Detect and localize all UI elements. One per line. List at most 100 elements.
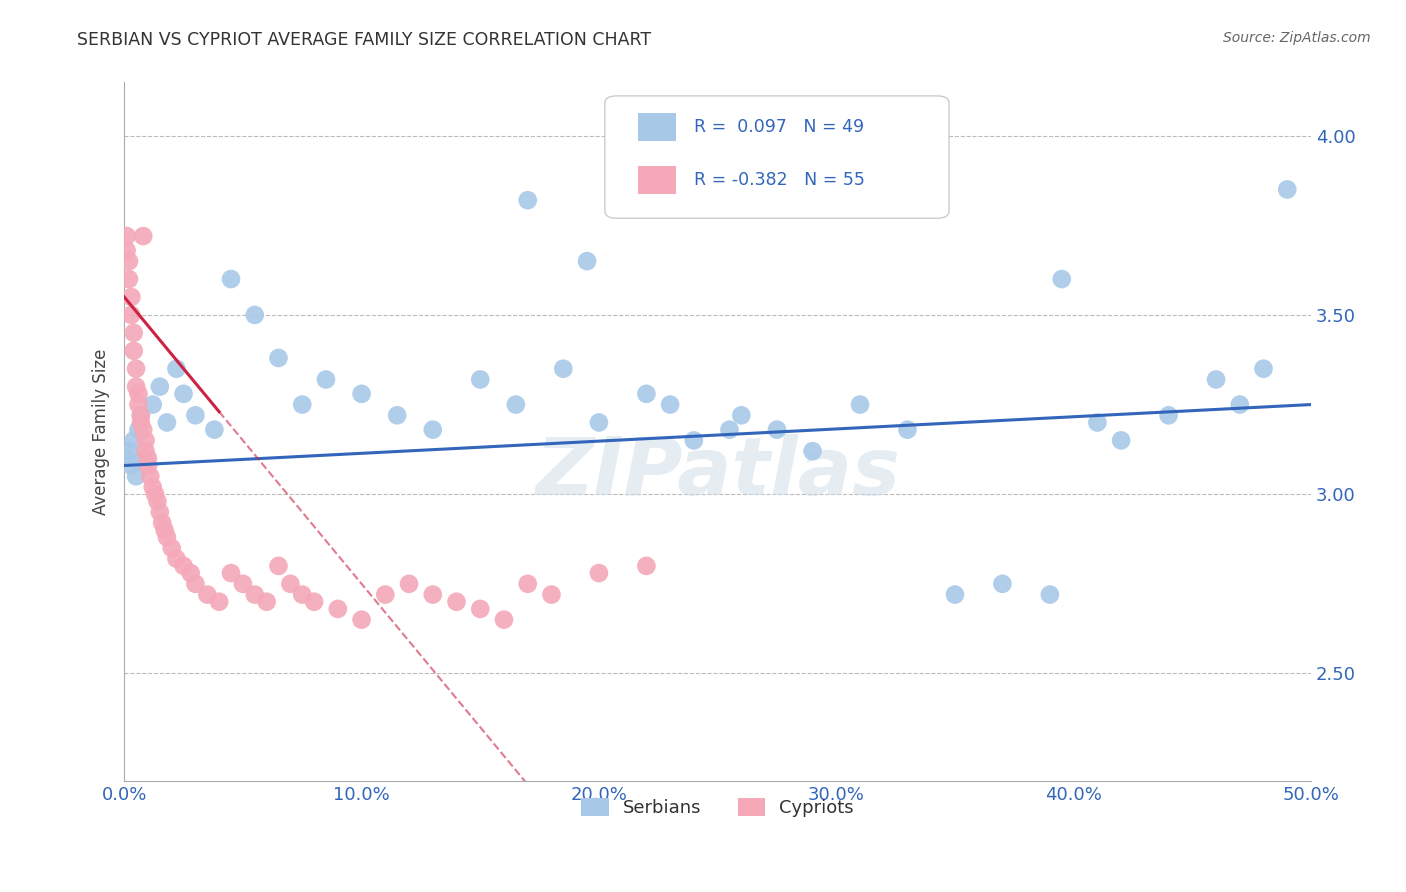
Point [132,451,155,466]
Point [256,595,278,609]
Point [422,588,444,602]
FancyBboxPatch shape [605,95,949,219]
Point [125,379,148,393]
Point [801,444,824,458]
Point [588,416,610,430]
Point [730,409,752,423]
Point [153,523,176,537]
Point [146,494,169,508]
Point [118,254,141,268]
Legend: Serbians, Cypriots: Serbians, Cypriots [574,790,860,824]
Text: R =  0.097   N = 49: R = 0.097 N = 49 [695,119,865,136]
Point [132,423,155,437]
Point [315,372,337,386]
Point [135,444,157,458]
Point [129,409,152,423]
Point [1085,416,1108,430]
Point [156,530,179,544]
Point [505,398,527,412]
Bar [638,166,676,194]
Point [576,254,599,268]
Text: R = -0.382   N = 55: R = -0.382 N = 55 [695,170,865,189]
Point [173,558,195,573]
Point [280,577,302,591]
Point [125,361,148,376]
Point [129,416,152,430]
Point [184,577,207,591]
Point [195,588,218,602]
Point [470,602,492,616]
Point [446,595,468,609]
Point [291,398,314,412]
Point [115,229,138,244]
Point [350,386,373,401]
Point [516,577,538,591]
Point [766,423,789,437]
Point [553,361,575,376]
Point [291,588,314,602]
Point [267,558,290,573]
Point [1039,588,1062,602]
Point [398,577,420,591]
Point [1253,361,1275,376]
Point [243,308,266,322]
Point [115,451,138,466]
Point [118,444,141,458]
Text: ZIPatlas: ZIPatlas [536,434,900,512]
Point [849,398,872,412]
Point [1050,272,1073,286]
Point [136,458,159,473]
Point [540,588,562,602]
Point [142,398,165,412]
Point [149,379,172,393]
Y-axis label: Average Family Size: Average Family Size [93,348,110,515]
Point [122,326,145,340]
Point [492,613,515,627]
Point [139,469,162,483]
Point [232,577,254,591]
Point [136,451,159,466]
Point [127,398,149,412]
Point [132,229,155,244]
Point [659,398,682,412]
Point [165,551,187,566]
Point [125,469,148,483]
Point [165,361,187,376]
Point [243,588,266,602]
Point [143,487,166,501]
Point [1205,372,1227,386]
Point [120,458,142,473]
Point [135,434,157,448]
Point [202,423,225,437]
Point [636,558,658,573]
Point [1109,434,1132,448]
Point [302,595,325,609]
Point [219,566,242,580]
Point [173,386,195,401]
Point [1277,182,1299,196]
Point [991,577,1014,591]
Point [896,423,918,437]
Point [150,516,173,530]
Text: Source: ZipAtlas.com: Source: ZipAtlas.com [1223,31,1371,45]
Point [156,416,179,430]
Point [120,308,142,322]
Point [326,602,349,616]
Point [588,566,610,580]
Point [122,343,145,358]
Point [115,244,138,258]
Point [149,505,172,519]
Point [219,272,242,286]
Point [129,409,152,423]
Point [636,386,658,401]
Point [160,541,183,555]
Point [374,588,396,602]
Point [118,272,141,286]
Point [683,434,706,448]
Point [516,193,538,207]
Point [350,613,373,627]
Bar [638,113,676,141]
Point [208,595,231,609]
Point [180,566,202,580]
Point [122,434,145,448]
